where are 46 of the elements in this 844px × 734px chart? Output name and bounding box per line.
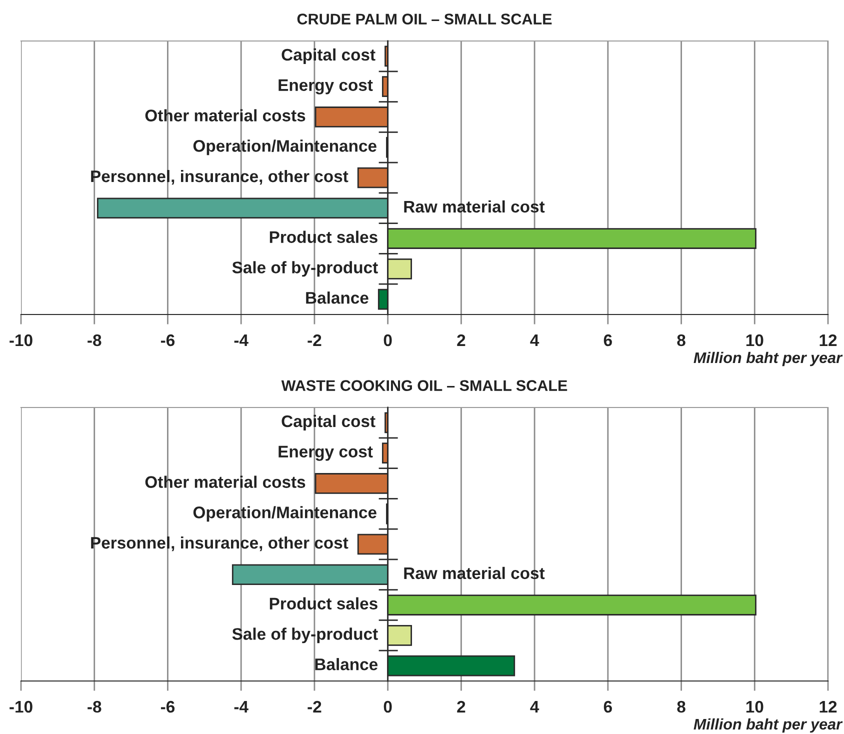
y-tick-label: Capital cost xyxy=(282,414,376,430)
x-tick-label: -8 xyxy=(88,334,102,346)
y-tick-label: Other material costs xyxy=(145,109,306,122)
x-tick-label: 2 xyxy=(457,700,466,713)
x-tick-label: 0 xyxy=(384,334,392,346)
chart-title: CRUDE PALM OIL – SMALL SCALE xyxy=(297,14,552,24)
x-tick-label: 6 xyxy=(604,334,612,346)
x-tick-label: 4 xyxy=(530,701,540,713)
y-tick-label: Operation/Maintenance xyxy=(193,140,376,156)
x-tick-label: -10 xyxy=(10,334,32,346)
x-tick-label: -8 xyxy=(88,700,102,713)
chart-title: WASTE COOKING OIL – SMALL SCALE xyxy=(281,380,568,391)
x-axis-title: Million baht per year xyxy=(694,718,843,733)
y-tick-label: Energy cost xyxy=(278,446,373,461)
x-tick-label: 4 xyxy=(530,334,540,346)
y-tick-label: Operation/Maintenance xyxy=(193,506,376,522)
y-tick-label: Product sales xyxy=(270,597,378,610)
x-axis-title: Million baht per year xyxy=(694,352,843,366)
y-tick-label: Personnel, insurance, other cost xyxy=(91,170,348,185)
x-tick-label: 2 xyxy=(457,334,466,346)
x-tick-label: -4 xyxy=(234,701,248,713)
y-tick-label: Capital cost xyxy=(282,48,376,64)
y-tick-label: Product sales xyxy=(270,230,378,243)
y-tick-label: Raw material cost xyxy=(404,200,545,213)
y-tick-label: Sale of by-product xyxy=(232,628,378,644)
y-tick-label: Energy cost xyxy=(278,79,373,94)
x-tick-label: 8 xyxy=(677,700,686,713)
x-tick-label: -2 xyxy=(308,700,322,713)
y-tick-label: Balance xyxy=(315,658,378,670)
x-tick-label: -10 xyxy=(10,700,32,713)
x-tick-label: 6 xyxy=(604,700,612,713)
x-tick-label: -2 xyxy=(308,334,322,346)
y-tick-label: Other material costs xyxy=(145,476,306,488)
x-tick-label: 12 xyxy=(820,700,837,713)
x-tick-label: -4 xyxy=(234,334,248,346)
x-tick-label: 10 xyxy=(746,334,764,346)
x-tick-label: -6 xyxy=(160,700,175,713)
x-tick-label: -6 xyxy=(160,334,175,346)
x-tick-label: 8 xyxy=(677,334,686,346)
y-tick-label: Sale of by-product xyxy=(232,261,378,277)
x-tick-label: 0 xyxy=(384,700,392,713)
x-tick-label: 10 xyxy=(746,700,764,713)
x-tick-label: 12 xyxy=(820,334,837,346)
y-tick-label: Personnel, insurance, other cost xyxy=(91,536,348,552)
y-tick-label: Raw material cost xyxy=(404,566,545,580)
y-tick-label: Balance xyxy=(306,292,368,304)
